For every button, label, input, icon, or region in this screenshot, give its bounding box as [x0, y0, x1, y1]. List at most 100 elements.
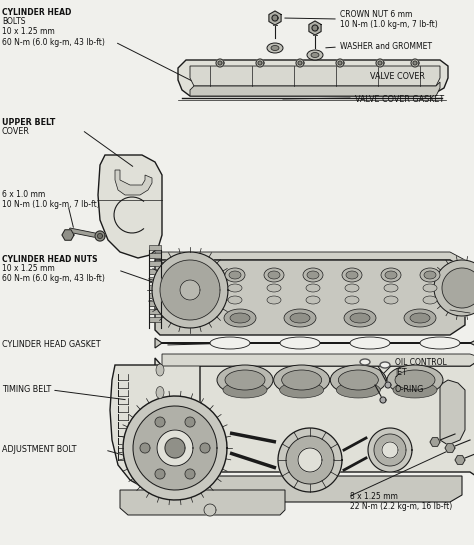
Ellipse shape: [345, 296, 359, 304]
Ellipse shape: [420, 268, 440, 282]
Ellipse shape: [156, 364, 164, 376]
Ellipse shape: [156, 454, 164, 466]
Polygon shape: [158, 476, 462, 502]
Polygon shape: [190, 82, 440, 96]
Ellipse shape: [346, 271, 358, 279]
Polygon shape: [149, 301, 161, 306]
Polygon shape: [382, 442, 398, 458]
Polygon shape: [430, 438, 440, 446]
Text: CYLINDER HEAD: CYLINDER HEAD: [2, 8, 72, 17]
Polygon shape: [98, 233, 102, 239]
Ellipse shape: [225, 370, 265, 390]
Text: O-RING: O-RING: [395, 385, 424, 394]
Polygon shape: [336, 59, 344, 67]
Polygon shape: [374, 434, 406, 466]
Polygon shape: [155, 358, 474, 480]
Ellipse shape: [342, 268, 362, 282]
Polygon shape: [157, 430, 193, 466]
Text: 10 x 1.25 mm
60 N-m (6.0 kg-m, 43 lb-ft): 10 x 1.25 mm 60 N-m (6.0 kg-m, 43 lb-ft): [2, 264, 105, 283]
Ellipse shape: [385, 271, 397, 279]
Ellipse shape: [217, 365, 273, 395]
Text: CROWN NUT 6 mm
10 N-m (1.0 kg-m, 7 lb-ft): CROWN NUT 6 mm 10 N-m (1.0 kg-m, 7 lb-ft…: [340, 10, 438, 29]
Polygon shape: [149, 269, 161, 274]
Ellipse shape: [307, 50, 323, 60]
Polygon shape: [123, 396, 227, 500]
Polygon shape: [155, 417, 165, 427]
Text: 8 x 1.25 mm
22 N-m (2.2 kg-m, 16 lb-ft): 8 x 1.25 mm 22 N-m (2.2 kg-m, 16 lb-ft): [350, 492, 452, 511]
Polygon shape: [149, 253, 161, 258]
Ellipse shape: [381, 268, 401, 282]
Polygon shape: [185, 417, 195, 427]
Ellipse shape: [350, 313, 370, 323]
Ellipse shape: [395, 370, 435, 390]
Ellipse shape: [330, 365, 386, 395]
Text: ADJUSTMENT BOLT: ADJUSTMENT BOLT: [2, 445, 76, 454]
Ellipse shape: [280, 382, 324, 398]
Ellipse shape: [156, 386, 164, 398]
Text: VALVE COVER: VALVE COVER: [370, 72, 425, 81]
Polygon shape: [204, 504, 216, 516]
Polygon shape: [286, 436, 334, 484]
Ellipse shape: [360, 359, 370, 365]
Ellipse shape: [280, 337, 320, 349]
Polygon shape: [278, 428, 342, 492]
Ellipse shape: [424, 271, 436, 279]
Polygon shape: [95, 231, 105, 241]
Polygon shape: [269, 11, 281, 25]
Polygon shape: [178, 60, 448, 96]
Ellipse shape: [224, 309, 256, 327]
Ellipse shape: [267, 296, 281, 304]
Text: CYLINDER HEAD NUTS: CYLINDER HEAD NUTS: [2, 255, 98, 264]
Polygon shape: [155, 469, 165, 479]
Polygon shape: [180, 280, 200, 300]
Polygon shape: [152, 252, 228, 328]
Polygon shape: [218, 61, 222, 65]
Ellipse shape: [264, 268, 284, 282]
Ellipse shape: [338, 370, 378, 390]
Polygon shape: [160, 260, 220, 320]
Polygon shape: [68, 228, 100, 238]
Text: 6 x 1.0 mm
10 N-m (1.0 kg-m, 7 lb-ft): 6 x 1.0 mm 10 N-m (1.0 kg-m, 7 lb-ft): [2, 190, 100, 209]
Ellipse shape: [228, 296, 242, 304]
Polygon shape: [256, 59, 264, 67]
Ellipse shape: [350, 337, 390, 349]
Polygon shape: [98, 155, 162, 258]
Polygon shape: [149, 309, 161, 314]
Ellipse shape: [228, 284, 242, 292]
Ellipse shape: [230, 313, 250, 323]
Ellipse shape: [225, 268, 245, 282]
Ellipse shape: [223, 382, 267, 398]
Ellipse shape: [268, 271, 280, 279]
Ellipse shape: [404, 309, 436, 327]
Polygon shape: [149, 317, 161, 322]
Ellipse shape: [306, 296, 320, 304]
Ellipse shape: [337, 382, 380, 398]
Ellipse shape: [290, 313, 310, 323]
Polygon shape: [385, 382, 391, 388]
Ellipse shape: [306, 284, 320, 292]
Text: WASHER and GROMMET: WASHER and GROMMET: [340, 42, 432, 51]
Ellipse shape: [307, 271, 319, 279]
Ellipse shape: [267, 43, 283, 53]
Ellipse shape: [282, 370, 322, 390]
Polygon shape: [155, 252, 465, 268]
Polygon shape: [445, 444, 455, 452]
Polygon shape: [200, 443, 210, 453]
Text: CYLINDER HEAD GASKET: CYLINDER HEAD GASKET: [2, 340, 100, 349]
Ellipse shape: [210, 337, 250, 349]
Polygon shape: [376, 59, 384, 67]
Text: UPPER BELT: UPPER BELT: [2, 118, 55, 127]
Polygon shape: [190, 66, 440, 86]
Polygon shape: [312, 25, 318, 31]
Polygon shape: [296, 59, 304, 67]
Polygon shape: [133, 406, 217, 490]
Ellipse shape: [345, 284, 359, 292]
Polygon shape: [216, 59, 224, 67]
Ellipse shape: [384, 296, 398, 304]
Ellipse shape: [423, 284, 437, 292]
Ellipse shape: [384, 284, 398, 292]
Polygon shape: [258, 61, 262, 65]
Polygon shape: [110, 365, 200, 492]
Polygon shape: [368, 428, 412, 472]
Ellipse shape: [423, 296, 437, 304]
